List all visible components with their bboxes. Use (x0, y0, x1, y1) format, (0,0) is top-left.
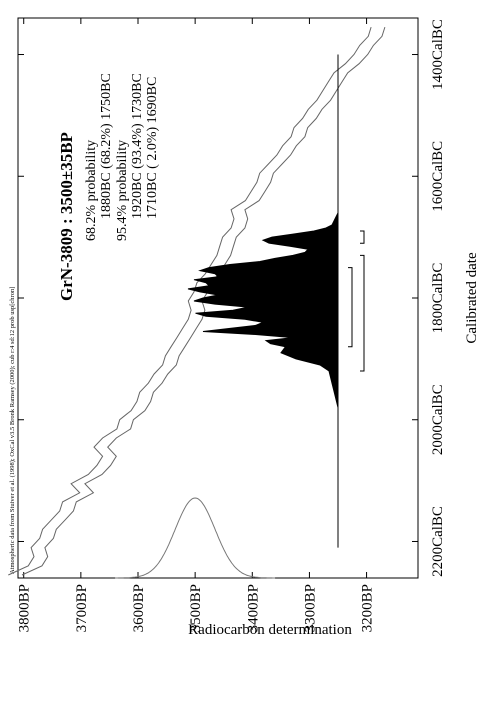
y-tick-label: 3600BP (131, 584, 147, 632)
annotation-68-range: 1880BC (68.2%) 1750BC (99, 73, 114, 219)
x-tick-label: 2000CalBC (430, 384, 446, 455)
y-tick-label: 3700BP (74, 584, 90, 632)
chart-header: Atmospheric data from Stuiver et al. (19… (9, 287, 16, 574)
y-tick-label: 3500BP (188, 584, 204, 632)
calibration-curve-upper (8, 26, 372, 576)
y-tick-label: 3200BP (360, 584, 376, 632)
range-68-bracket (348, 267, 353, 348)
y-tick-label: 3800BP (17, 584, 33, 632)
annotation-95-range-1: 1920BC (93.4%) 1730BC (130, 73, 145, 219)
measurement-distribution-curve (115, 497, 276, 579)
y-axis-label: Radiocarbon determination (188, 622, 352, 638)
x-tick-label: 2200CalBC (430, 506, 446, 577)
x-tick-label: 1800CalBC (430, 263, 446, 334)
calibrated-distribution (187, 212, 339, 408)
annotation-68-heading: 68.2% probability (84, 140, 99, 241)
y-tick-label: 3300BP (302, 584, 318, 632)
x-tick-label: 1600CalBC (430, 141, 446, 212)
x-tick-label: 1400CalBC (430, 19, 446, 90)
probability-annotations: 68.2% probability 1880BC (68.2%) 1750BC … (84, 73, 160, 241)
range-95-bracket (360, 230, 365, 244)
annotation-95-range-2: 1710BC ( 2.0%) 1690BC (145, 77, 160, 219)
range-95-bracket (360, 254, 365, 372)
annotation-95-heading: 95.4% probability (115, 140, 130, 241)
y-tick-label: 3400BP (245, 584, 261, 632)
x-axis-label: Calibrated date (464, 252, 480, 344)
chart-title: GrN-3809 : 3500±35BP (57, 132, 76, 301)
